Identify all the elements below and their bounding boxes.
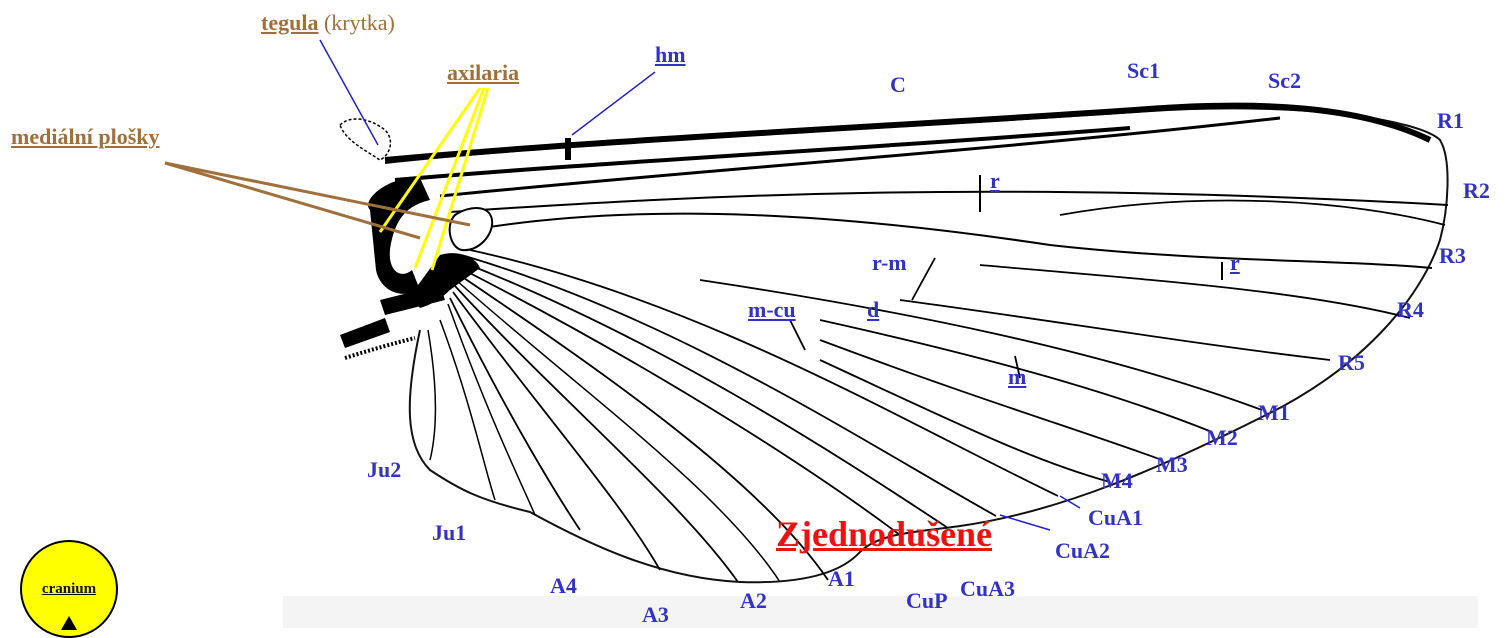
tegula-label: tegula (krytka) <box>261 12 395 34</box>
cranium-label: cranium <box>41 580 97 597</box>
axilaria-link[interactable]: axilaria <box>447 60 520 85</box>
tegula-pointer <box>319 39 379 146</box>
vein-r1 <box>439 116 1281 198</box>
vein-a4 <box>449 297 581 531</box>
axilaria-pointer-2 <box>413 87 486 269</box>
crossvein-rm <box>911 257 936 301</box>
medialni-pointer-2 <box>164 161 471 227</box>
vein-label-ju2: Ju2 <box>367 457 402 482</box>
tegula-note: (krytka) <box>323 10 395 35</box>
base-sclerite-3 <box>380 285 445 315</box>
cua2-pointer <box>999 514 1051 531</box>
vein-cua1 <box>469 249 1059 497</box>
vein-r4 <box>979 264 1411 319</box>
vein-label-ju1: Ju1 <box>432 520 467 545</box>
crossvein-label-rm: r-m <box>872 250 907 275</box>
background-band <box>283 596 1478 628</box>
hm-link[interactable]: hm <box>655 42 686 67</box>
vein-a3 <box>452 291 661 571</box>
vein-m4 <box>819 359 1111 483</box>
vein-label-m4: M4 <box>1101 468 1133 493</box>
vein-label-sc1: Sc1 <box>1127 58 1160 83</box>
medialni-plosky-link[interactable]: mediální plošky <box>11 124 160 149</box>
vein-label-a2: A2 <box>740 588 767 613</box>
vein-r-stem <box>469 212 1433 269</box>
vein-cup <box>459 267 901 536</box>
vein-label-cua3: CuA3 <box>960 576 1016 601</box>
tegula-link[interactable]: tegula <box>261 10 319 35</box>
costa-vein <box>384 102 1432 163</box>
tegula-scale <box>339 118 392 161</box>
vein-label-cua2: CuA2 <box>1055 538 1111 563</box>
vein-m1 <box>699 279 1263 411</box>
up-arrow-icon <box>61 616 77 630</box>
vein-label-m2: M2 <box>1206 425 1238 450</box>
vein-a1b <box>455 279 781 583</box>
vein-ju2 <box>427 329 437 461</box>
vein-label-a4: A4 <box>550 573 577 598</box>
cua1-pointer <box>1059 495 1081 509</box>
vein-a2 <box>454 285 739 583</box>
vein-label-m1: M1 <box>1258 400 1290 425</box>
vein-ju1 <box>439 319 496 501</box>
vein-label-a3: A3 <box>642 602 669 627</box>
crossvein-label-mcu[interactable]: m-cu <box>748 297 796 322</box>
vein-label-sc2: Sc2 <box>1268 68 1301 93</box>
base-sclerite-4 <box>340 318 390 348</box>
crossvein-mcu <box>789 319 806 351</box>
vein-r3-branch <box>1059 199 1446 226</box>
vein-cua3 <box>461 261 949 529</box>
vein-label-r1: R1 <box>1437 108 1464 133</box>
wing-outline <box>384 107 1449 584</box>
crossvein-label-m[interactable]: m <box>1008 364 1027 389</box>
vein-m3 <box>819 339 1163 461</box>
zjednodusene-link[interactable]: Zjednodušené <box>776 514 993 554</box>
base-sclerite-1 <box>368 177 430 294</box>
vein-label-cup: CuP <box>906 588 948 613</box>
crossvein-label-d[interactable]: d <box>867 297 880 322</box>
vein-label-a1: A1 <box>828 566 855 591</box>
axilaria-pointer-1 <box>378 87 482 233</box>
vein-label-r2: R2 <box>1463 178 1490 203</box>
vein-label-c: C <box>890 72 906 97</box>
vein-label-r5: R5 <box>1338 350 1365 375</box>
vein-a1 <box>457 273 829 581</box>
vein-r5 <box>899 299 1331 361</box>
subcosta-vein <box>394 126 1131 182</box>
vein-m2 <box>819 319 1213 433</box>
vein-label-m3: M3 <box>1156 452 1188 477</box>
crossvein-label-r-lower[interactable]: r <box>1230 250 1240 275</box>
vein-label-r4: R4 <box>1397 297 1424 322</box>
crossvein-label-r-upper[interactable]: r <box>990 168 1000 193</box>
vein-r2 <box>449 190 1449 213</box>
axilaria-pointer-3 <box>430 87 490 271</box>
vein-a4b <box>447 303 536 516</box>
vein-label-r3: R3 <box>1439 243 1466 268</box>
medial-plate <box>448 207 494 252</box>
hm-pointer <box>571 71 656 136</box>
vein-label-cua1: CuA1 <box>1088 505 1144 530</box>
vein-cua2 <box>464 255 997 517</box>
crossvein-m <box>1014 355 1021 379</box>
medialni-pointer-1 <box>164 161 421 240</box>
